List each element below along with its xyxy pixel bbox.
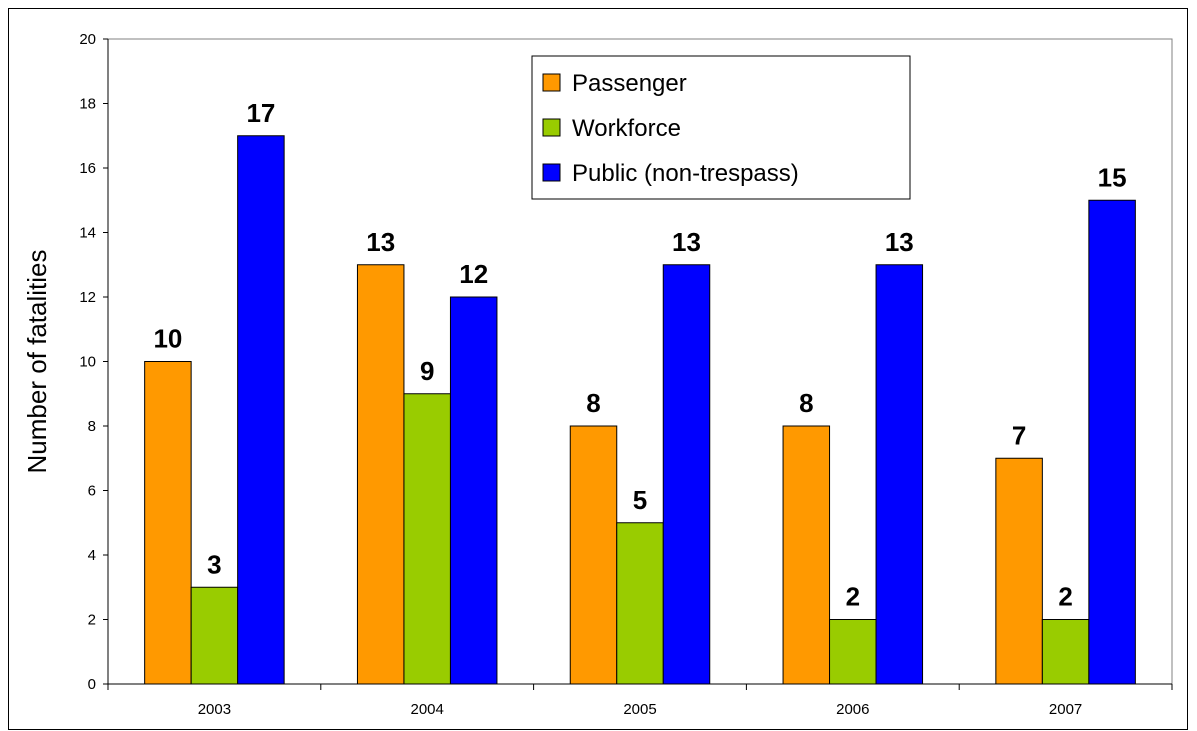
y-axis-label: Number of fatalities <box>22 250 52 474</box>
y-tick-label: 2 <box>88 612 96 629</box>
y-tick-label: 8 <box>88 418 96 435</box>
y-axis: 0 2 4 6 8 10 12 14 16 18 20 <box>79 31 109 693</box>
legend-label: Public (non-trespass) <box>572 160 799 187</box>
y-tick-label: 6 <box>88 483 96 500</box>
y-tick-label: 20 <box>79 31 96 48</box>
data-label: 8 <box>586 388 600 418</box>
x-axis: 2003 2004 2005 2006 2007 <box>107 683 1173 718</box>
bar <box>875 264 924 685</box>
bar <box>1088 199 1136 685</box>
y-tick-label: 12 <box>79 289 96 306</box>
y-tick-label: 10 <box>79 354 96 371</box>
x-tick-label: 2005 <box>623 701 656 718</box>
data-label: 13 <box>366 227 395 257</box>
bar <box>829 619 877 685</box>
y-tick-label: 0 <box>88 676 96 693</box>
data-label: 9 <box>420 356 434 386</box>
bars <box>144 135 1136 685</box>
bar <box>662 264 711 685</box>
data-label: 7 <box>1012 420 1026 450</box>
bar <box>237 135 285 685</box>
y-tick-label: 14 <box>79 225 96 242</box>
data-label: 5 <box>633 485 647 515</box>
bar <box>569 425 618 685</box>
data-label: 2 <box>846 582 860 612</box>
legend-box <box>531 55 911 200</box>
y-tick-label: 16 <box>79 160 96 177</box>
legend-swatch <box>542 118 561 137</box>
legend-swatch <box>542 163 561 182</box>
data-labels: 10 3 17 13 9 12 8 5 13 8 2 13 7 2 15 <box>153 98 1126 612</box>
bar <box>782 425 831 685</box>
data-label: 13 <box>885 227 914 257</box>
bar <box>995 457 1043 685</box>
data-label: 2 <box>1058 582 1072 612</box>
bar <box>190 586 239 685</box>
data-label: 17 <box>246 98 275 128</box>
bar <box>144 361 192 685</box>
legend-label: Workforce <box>572 115 681 142</box>
legend: Passenger Workforce Public (non-trespass) <box>531 55 911 200</box>
x-tick-label: 2006 <box>836 701 869 718</box>
bar <box>356 264 405 685</box>
y-tick-label: 18 <box>79 96 96 113</box>
data-label: 15 <box>1098 162 1127 192</box>
legend-label: Passenger <box>572 70 687 97</box>
data-label: 12 <box>459 259 488 289</box>
x-tick-label: 2004 <box>411 701 444 718</box>
x-tick-label: 2007 <box>1049 701 1082 718</box>
bar <box>449 296 498 685</box>
bar <box>616 522 664 685</box>
legend-swatch <box>542 73 561 92</box>
bar <box>1041 619 1090 685</box>
data-label: 10 <box>153 324 182 354</box>
y-tick-label: 4 <box>88 547 96 564</box>
data-label: 3 <box>207 549 221 579</box>
bar <box>403 393 451 685</box>
data-label: 8 <box>799 388 813 418</box>
x-tick-label: 2003 <box>198 701 231 718</box>
data-label: 13 <box>672 227 701 257</box>
